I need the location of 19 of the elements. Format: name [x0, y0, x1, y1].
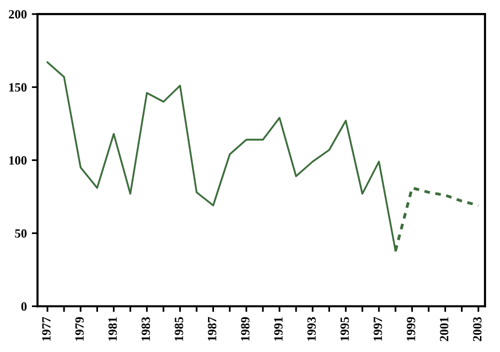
x-tick-label: 1979	[75, 317, 84, 341]
x-tick-label: 1989	[241, 317, 250, 341]
y-tick-label: 0	[21, 302, 27, 311]
x-tick-label: 1985	[174, 317, 184, 341]
x-tick-label: 2003	[473, 317, 482, 342]
y-tick-label: 200	[8, 10, 27, 19]
x-tick-label: 1993	[307, 317, 316, 341]
y-tick-label: 50	[15, 229, 27, 238]
x-tick-label: 1997	[374, 316, 382, 341]
x-tick-label: 1981	[108, 317, 117, 341]
x-tick-label: 2001	[440, 317, 448, 342]
x-tick-label: 1987	[208, 316, 216, 341]
x-tick-label: 1999	[406, 317, 416, 341]
x-tick-label: 1983	[142, 317, 150, 341]
x-tick-label: 1991	[274, 317, 283, 341]
x-tick-label: 1995	[340, 317, 349, 341]
y-tick-label: 100	[9, 156, 27, 165]
x-tick-label: 1977	[42, 316, 51, 341]
y-tick-label: 150	[9, 83, 27, 92]
